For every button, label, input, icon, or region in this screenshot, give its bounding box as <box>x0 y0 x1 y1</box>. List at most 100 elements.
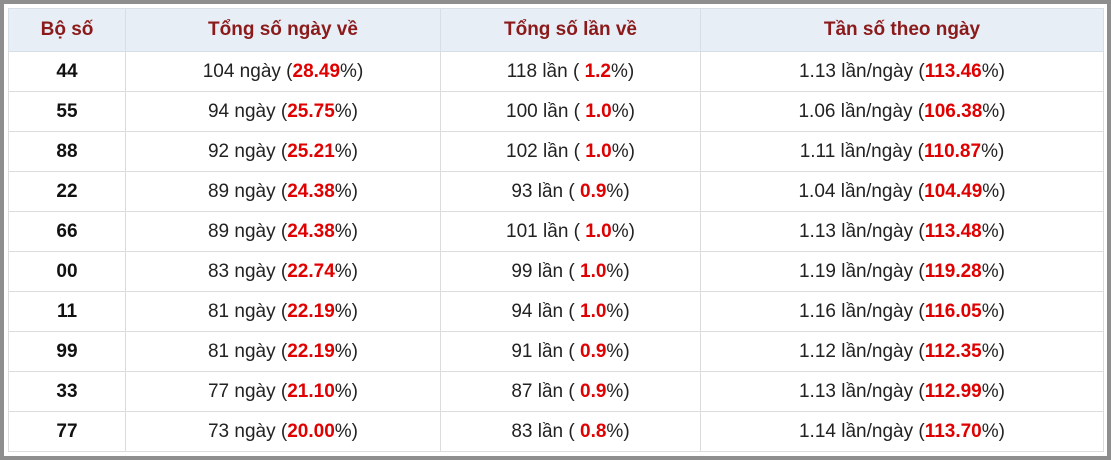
cell-text: %) <box>981 60 1005 82</box>
cell-text: %) <box>334 220 358 242</box>
number-cell: 33 <box>8 371 126 412</box>
table-cell: 1.12 lần/ngày (112.35%) <box>700 331 1104 372</box>
cell-text: %) <box>334 340 358 362</box>
table-cell: 1.19 lần/ngày (119.28%) <box>700 251 1104 292</box>
cell-text: 1.14 lần/ngày ( <box>798 420 925 442</box>
cell-text: %) <box>334 180 358 202</box>
table-cell: 102 lần ( 1.0%) <box>440 131 701 172</box>
cell-text: 99 lần ( <box>511 260 580 282</box>
table-row: 88 92 ngày (25.21%) 102 lần ( 1.0%) 1.11 lầ… <box>8 131 1104 172</box>
cell-text: 94 lần ( <box>511 300 580 322</box>
cell-text: 1.04 lần/ngày ( <box>798 180 925 202</box>
header-cell: Tổng số lần về <box>440 8 701 52</box>
cell-text: %) <box>606 420 630 442</box>
number-cell: 22 <box>8 171 126 212</box>
cell-text: %) <box>606 300 630 322</box>
percent-value: 0.9 <box>580 180 607 202</box>
cell-text: 1.13 lần/ngày ( <box>798 220 925 242</box>
table-cell: 87 lần ( 0.9%) <box>440 371 701 412</box>
cell-text: %) <box>334 260 358 282</box>
cell-text: %) <box>606 340 630 362</box>
table-cell: 1.11 lần/ngày (110.87%) <box>700 131 1104 172</box>
table-cell: 94 ngày (25.75%) <box>125 91 441 132</box>
table-cell: 73 ngày (20.00%) <box>125 411 441 452</box>
cell-text: 83 lần ( <box>511 420 580 442</box>
percent-value: 25.21 <box>287 140 335 162</box>
percent-value: 22.74 <box>287 260 335 282</box>
cell-text: 81 ngày ( <box>207 300 288 322</box>
percent-value: 1.0 <box>585 220 612 242</box>
table-cell: 91 lần ( 0.9%) <box>440 331 701 372</box>
header-row: Bộ số Tổng số ngày về Tổng số lần về Tần… <box>8 8 1104 52</box>
table-cell: 77 ngày (21.10%) <box>125 371 441 412</box>
number-cell: 55 <box>8 91 126 132</box>
header-cell: Tần số theo ngày <box>700 8 1104 52</box>
cell-text: %) <box>981 340 1005 362</box>
cell-text: 93 lần ( <box>511 180 580 202</box>
table-cell: 118 lần ( 1.2%) <box>440 51 701 92</box>
cell-text: %) <box>606 260 630 282</box>
percent-value: 0.9 <box>580 340 607 362</box>
percent-value: 119.28 <box>924 260 982 282</box>
stats-table: Bộ số Tổng số ngày về Tổng số lần về Tần… <box>8 8 1104 452</box>
table-row: 33 77 ngày (21.10%) 87 lần ( 0.9%) 1.13 lần… <box>8 371 1104 412</box>
table-cell: 1.13 lần/ngày (113.46%) <box>700 51 1104 92</box>
table-row: 00 83 ngày (22.74%) 99 lần ( 1.0%) 1.19 lần… <box>8 251 1104 292</box>
percent-value: 22.19 <box>287 340 335 362</box>
cell-text: 100 lần ( <box>506 100 586 122</box>
cell-text: %) <box>981 380 1005 402</box>
number-cell: 11 <box>8 291 126 332</box>
percent-value: 104.49 <box>924 180 983 202</box>
cell-text: 89 ngày ( <box>207 220 288 242</box>
table-row: 77 73 ngày (20.00%) 83 lần ( 0.8%) 1.14 lần… <box>8 411 1104 452</box>
cell-text: %) <box>982 180 1006 202</box>
cell-text: 1.19 lần/ngày ( <box>798 260 925 282</box>
cell-text: 89 ngày ( <box>207 180 288 202</box>
percent-value: 116.05 <box>924 300 982 322</box>
percent-value: 24.38 <box>287 220 335 242</box>
number-cell: 00 <box>8 251 126 292</box>
percent-value: 0.8 <box>580 420 607 442</box>
number-cell: 77 <box>8 411 126 452</box>
number-cell: 99 <box>8 331 126 372</box>
cell-text: 77 ngày ( <box>207 380 288 402</box>
cell-text: %) <box>334 420 358 442</box>
cell-text: %) <box>606 380 630 402</box>
table-cell: 81 ngày (22.19%) <box>125 331 441 372</box>
cell-text: 81 ngày ( <box>207 340 288 362</box>
cell-text: %) <box>334 380 358 402</box>
table-body: 44 104 ngày (28.49%) 118 lần ( 1.2%) 1.13 l… <box>8 51 1104 452</box>
number-cell: 66 <box>8 211 126 252</box>
table-cell: 100 lần ( 1.0%) <box>440 91 701 132</box>
cell-text: %) <box>611 100 635 122</box>
cell-text: %) <box>981 140 1005 162</box>
cell-text: 92 ngày ( <box>207 140 288 162</box>
percent-value: 1.0 <box>585 140 612 162</box>
cell-text: %) <box>981 300 1005 322</box>
table-row: 66 89 ngày (24.38%) 101 lần ( 1.0%) 1.13 lầ… <box>8 211 1104 252</box>
percent-value: 110.87 <box>923 140 982 162</box>
percent-value: 24.38 <box>287 180 335 202</box>
cell-text: 91 lần ( <box>511 340 580 362</box>
percent-value: 1.0 <box>580 260 607 282</box>
cell-text: 1.11 lần/ngày ( <box>799 140 924 162</box>
table-cell: 101 lần ( 1.0%) <box>440 211 701 252</box>
percent-value: 21.10 <box>287 380 335 402</box>
cell-text: %) <box>334 100 358 122</box>
cell-text: 73 ngày ( <box>207 420 288 442</box>
cell-text: 104 ngày ( <box>202 60 293 82</box>
table-row: 99 81 ngày (22.19%) 91 lần ( 0.9%) 1.12 lần… <box>8 331 1104 372</box>
percent-value: 1.2 <box>584 60 611 82</box>
cell-text: 1.16 lần/ngày ( <box>798 300 925 322</box>
cell-text: %) <box>611 220 635 242</box>
percent-value: 22.19 <box>287 300 335 322</box>
table-cell: 83 ngày (22.74%) <box>125 251 441 292</box>
table-row: 11 81 ngày (22.19%) 94 lần ( 1.0%) 1.16 lần… <box>8 291 1104 332</box>
table-cell: 89 ngày (24.38%) <box>125 171 441 212</box>
cell-text: 83 ngày ( <box>207 260 288 282</box>
percent-value: 20.00 <box>287 420 335 442</box>
cell-text: %) <box>611 140 635 162</box>
cell-text: 102 lần ( <box>506 140 586 162</box>
percent-value: 113.70 <box>924 420 982 442</box>
cell-text: %) <box>611 60 635 82</box>
